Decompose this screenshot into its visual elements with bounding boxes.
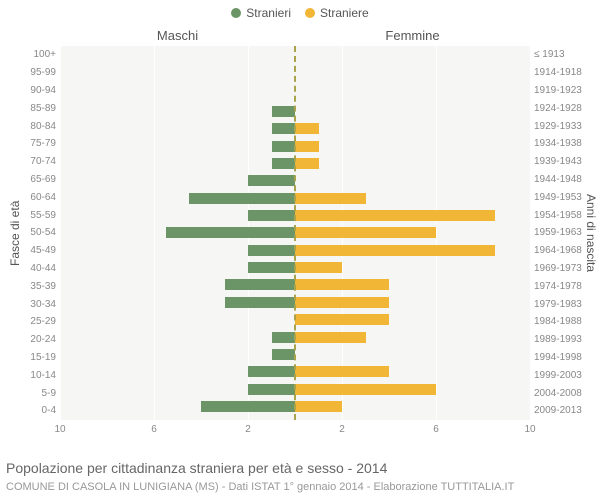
caption: Popolazione per cittadinanza straniera p…	[6, 460, 594, 476]
bar-male	[189, 193, 295, 204]
bar-female	[295, 314, 389, 325]
age-label: 70-74	[0, 156, 56, 167]
bar-female	[295, 401, 342, 412]
bar-male	[272, 141, 296, 152]
year-label: 1969-1973	[534, 263, 600, 274]
age-label: 0-4	[0, 405, 56, 416]
bar-female	[295, 123, 319, 134]
bar-male	[248, 384, 295, 395]
bar-male	[201, 401, 295, 412]
bar-male	[272, 332, 296, 343]
age-label: 60-64	[0, 192, 56, 203]
bar-male	[248, 245, 295, 256]
legend-male-label: Stranieri	[246, 6, 291, 20]
bar-female	[295, 193, 366, 204]
age-label: 55-59	[0, 210, 56, 221]
x-tick: 6	[433, 424, 439, 435]
bar-female	[295, 245, 495, 256]
baseline	[294, 46, 296, 420]
bar-male	[166, 227, 295, 238]
x-tick: 6	[151, 424, 157, 435]
bar-female	[295, 384, 436, 395]
age-label: 95-99	[0, 67, 56, 78]
bar-male	[272, 106, 296, 117]
bar-female	[295, 210, 495, 221]
bar-male	[248, 175, 295, 186]
legend-female: Straniere	[305, 6, 369, 20]
year-label: 1949-1953	[534, 192, 600, 203]
pyramid-chart: Stranieri Straniere Maschi Femmine Fasce…	[0, 0, 600, 500]
bar-male	[272, 349, 296, 360]
x-tick: 10	[524, 424, 535, 435]
year-label: 1989-1993	[534, 334, 600, 345]
year-label: 1959-1963	[534, 227, 600, 238]
age-label: 25-29	[0, 316, 56, 327]
age-label: 20-24	[0, 334, 56, 345]
age-label: 45-49	[0, 245, 56, 256]
x-ticks: 10622610	[60, 424, 530, 438]
bar-female	[295, 297, 389, 308]
bar-male	[272, 123, 296, 134]
age-label: 100+	[0, 49, 56, 60]
year-label: 1939-1943	[534, 156, 600, 167]
year-label: 1929-1933	[534, 121, 600, 132]
age-label: 75-79	[0, 138, 56, 149]
year-label: 1914-1918	[534, 67, 600, 78]
year-label: 1964-1968	[534, 245, 600, 256]
x-tick: 2	[245, 424, 251, 435]
legend-swatch-female	[305, 8, 315, 18]
col-title-right: Femmine	[295, 28, 530, 43]
bar-male	[248, 210, 295, 221]
bar-female	[295, 158, 319, 169]
year-labels: ≤ 1913 1914-1918 1919-1923 1924-1928 1929-19…	[530, 46, 600, 420]
year-label: ≤ 1913	[534, 49, 600, 60]
legend-swatch-male	[231, 8, 241, 18]
year-label: 1924-1928	[534, 103, 600, 114]
bar-female	[295, 262, 342, 273]
column-titles: Maschi Femmine	[60, 28, 530, 43]
bar-female	[295, 332, 366, 343]
age-label: 15-19	[0, 352, 56, 363]
bar-male	[225, 297, 296, 308]
year-label: 2009-2013	[534, 405, 600, 416]
bar-male	[248, 366, 295, 377]
bar-male	[248, 262, 295, 273]
age-label: 30-34	[0, 299, 56, 310]
year-label: 1984-1988	[534, 316, 600, 327]
year-label: 1919-1923	[534, 85, 600, 96]
plot-area	[60, 46, 530, 420]
age-label: 80-84	[0, 121, 56, 132]
x-tick: 10	[54, 424, 65, 435]
year-label: 1944-1948	[534, 174, 600, 185]
caption-sub: COMUNE DI CASOLA IN LUNIGIANA (MS) - Dat…	[6, 481, 594, 493]
legend-male: Stranieri	[231, 6, 291, 20]
year-label: 1934-1938	[534, 138, 600, 149]
year-label: 1954-1958	[534, 210, 600, 221]
bar-male	[225, 279, 296, 290]
age-labels: 100+ 95-99 90-94 85-89 80-84 75-79 70-74 65-69 6…	[0, 46, 60, 420]
age-label: 65-69	[0, 174, 56, 185]
age-label: 40-44	[0, 263, 56, 274]
age-label: 85-89	[0, 103, 56, 114]
year-label: 1979-1983	[534, 299, 600, 310]
legend: Stranieri Straniere	[0, 0, 600, 20]
year-label: 1999-2003	[534, 370, 600, 381]
bar-female	[295, 141, 319, 152]
age-label: 90-94	[0, 85, 56, 96]
year-label: 1974-1978	[534, 281, 600, 292]
year-label: 1994-1998	[534, 352, 600, 363]
year-label: 2004-2008	[534, 388, 600, 399]
age-label: 10-14	[0, 370, 56, 381]
age-label: 35-39	[0, 281, 56, 292]
age-label: 5-9	[0, 388, 56, 399]
age-label: 50-54	[0, 227, 56, 238]
bar-female	[295, 366, 389, 377]
col-title-left: Maschi	[60, 28, 295, 43]
x-tick: 2	[339, 424, 345, 435]
bar-female	[295, 227, 436, 238]
bar-female	[295, 279, 389, 290]
bar-male	[272, 158, 296, 169]
legend-female-label: Straniere	[320, 6, 369, 20]
